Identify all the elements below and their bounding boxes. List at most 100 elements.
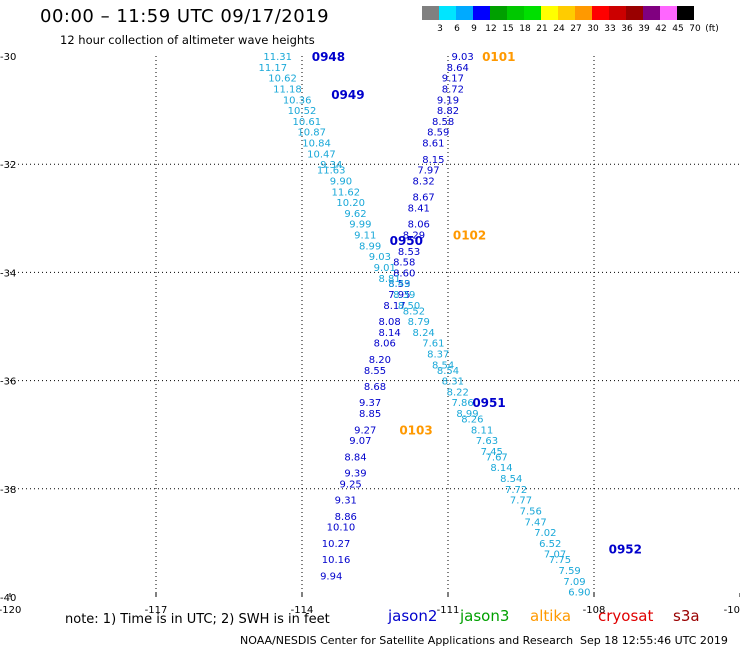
swh-value-cyan: 11.18 [273, 84, 302, 95]
colorbar-swatch [660, 6, 677, 20]
swh-value-cyan: 10.47 [307, 149, 336, 160]
swh-value-cyan: 8.54 [437, 366, 459, 377]
swh-value-jason2: 9.31 [335, 496, 357, 507]
swh-value-jason2: 9.37 [359, 398, 381, 409]
swh-value-cyan: 8.81 [378, 274, 400, 285]
swh-value-cyan: 8.24 [413, 328, 435, 339]
swh-value-cyan: 8.31 [442, 377, 464, 388]
colorbar-label: 45 [672, 24, 684, 34]
swh-value-cyan: 9.62 [344, 209, 366, 220]
colorbar-swatch [473, 6, 490, 20]
map-subtitle: 12 hour collection of altimeter wave hei… [60, 33, 315, 47]
colorbar-label: 39 [638, 24, 650, 34]
x-tick-label: -105 [724, 605, 740, 616]
colorbar-swatch [558, 6, 575, 20]
swh-value-cyan: 8.11 [471, 425, 493, 436]
colorbar-label: 15 [502, 24, 514, 34]
swh-value-cyan: 9.99 [349, 220, 371, 231]
swh-value-cyan: 7.86 [451, 398, 473, 409]
y-tick-label: -30 [0, 52, 16, 63]
colorbar-swatch [643, 6, 660, 20]
swh-value-jason2: 8.86 [335, 512, 357, 523]
swh-value-jason2: 8.32 [413, 176, 435, 187]
swh-value-cyan: 9.34 [320, 160, 342, 171]
swh-value-cyan: 8.54 [500, 474, 522, 485]
y-tick-label: -34 [0, 268, 16, 279]
swh-value-cyan: 8.26 [461, 414, 483, 425]
colorbar-label: 36 [621, 24, 633, 34]
pass-time-label: 0951 [472, 396, 505, 410]
colorbar-label: 33 [604, 24, 616, 34]
swh-value-jason2: 7.97 [417, 166, 439, 177]
swh-value-jason2: 8.08 [378, 317, 400, 328]
pass-time-label: 0952 [609, 542, 642, 556]
colorbar-swatch [524, 6, 541, 20]
swh-value-cyan: 8.22 [447, 387, 469, 398]
swh-value-cyan: 8.39 [393, 290, 415, 301]
swh-value-cyan: 6.52 [539, 539, 561, 550]
swh-value-jason2: 9.07 [349, 436, 371, 447]
colorbar-swatch [422, 6, 439, 20]
colorbar-label: 70 [689, 24, 701, 34]
swh-value-cyan: 11.63 [317, 166, 346, 177]
x-tick-label: -120 [0, 605, 21, 616]
swh-value-cyan: 8.99 [359, 241, 381, 252]
pass-time-label: 0948 [312, 50, 345, 64]
pass-time-label: 0101 [482, 50, 515, 64]
colorbar-label: 24 [553, 24, 565, 34]
swh-value-jason2: 8.53 [388, 279, 410, 290]
swh-value-cyan: 10.62 [268, 74, 297, 85]
colorbar-label: 3 [437, 24, 443, 34]
y-tick-label: -36 [0, 377, 16, 388]
swh-value-jason2: 8.29 [403, 231, 425, 242]
swh-value-cyan: 10.61 [293, 117, 322, 128]
y-tick-label: -40 [0, 593, 16, 604]
swh-value-jason2: 8.15 [422, 155, 444, 166]
swh-value-jason2: 9.03 [451, 52, 473, 63]
note-text: note: 1) Time is in UTC; 2) SWH is in fe… [65, 612, 330, 627]
colorbar-label: 42 [655, 24, 667, 34]
swh-value-jason2: 8.14 [378, 328, 400, 339]
swh-value-jason2: 8.82 [437, 106, 459, 117]
swh-value-jason2: 9.94 [320, 571, 342, 582]
swh-value-cyan: 10.84 [302, 139, 331, 150]
pass-time-label: 0949 [331, 88, 364, 102]
swh-value-jason2: 8.58 [432, 117, 454, 128]
swh-value-jason2: 8.64 [447, 63, 469, 74]
swh-value-jason2: 8.53 [398, 247, 420, 258]
y-tick-label: -38 [0, 485, 16, 496]
colorbar-swatch [439, 6, 456, 20]
swh-value-jason2: 8.85 [359, 409, 381, 420]
colorbar-swatch [592, 6, 609, 20]
colorbar-swatch [575, 6, 592, 20]
legend-altika: altika [530, 607, 572, 625]
swh-value-jason2: 8.61 [422, 139, 444, 150]
swh-value-jason2: 8.67 [413, 193, 435, 204]
swh-value-cyan: 7.45 [481, 447, 503, 458]
swh-value-cyan: 11.62 [331, 187, 360, 198]
swh-value-cyan: 7.02 [534, 528, 556, 539]
swh-value-jason2: 9.27 [354, 425, 376, 436]
x-tick-label: -108 [583, 605, 606, 616]
swh-value-jason2: 10.10 [327, 523, 356, 534]
colorbar-swatch [677, 6, 694, 20]
x-tick-label: -117 [145, 605, 168, 616]
legend-cryosat: cryosat [598, 607, 654, 625]
swh-value-cyan: 10.20 [336, 198, 365, 209]
swh-value-cyan: 7.47 [524, 517, 546, 528]
swh-value-cyan: 6.90 [568, 588, 590, 599]
colorbar-label: 6 [454, 24, 460, 34]
swh-value-cyan: 7.75 [549, 555, 571, 566]
swh-value-cyan: 8.49 [388, 279, 410, 290]
swh-value-cyan: 11.17 [258, 63, 287, 74]
colorbar-label: 21 [536, 24, 548, 34]
swh-value-cyan: 7.67 [486, 452, 508, 463]
swh-value-jason2: 8.06 [408, 220, 430, 231]
swh-value-jason2: 9.19 [437, 95, 459, 106]
map-title: 00:00 – 11:59 UTC 09/17/2019 [40, 6, 330, 27]
colorbar-label: 27 [570, 24, 582, 34]
x-tick-label: -111 [437, 605, 460, 616]
colorbar-swatch [456, 6, 473, 20]
swh-value-jason2: 8.55 [364, 366, 386, 377]
